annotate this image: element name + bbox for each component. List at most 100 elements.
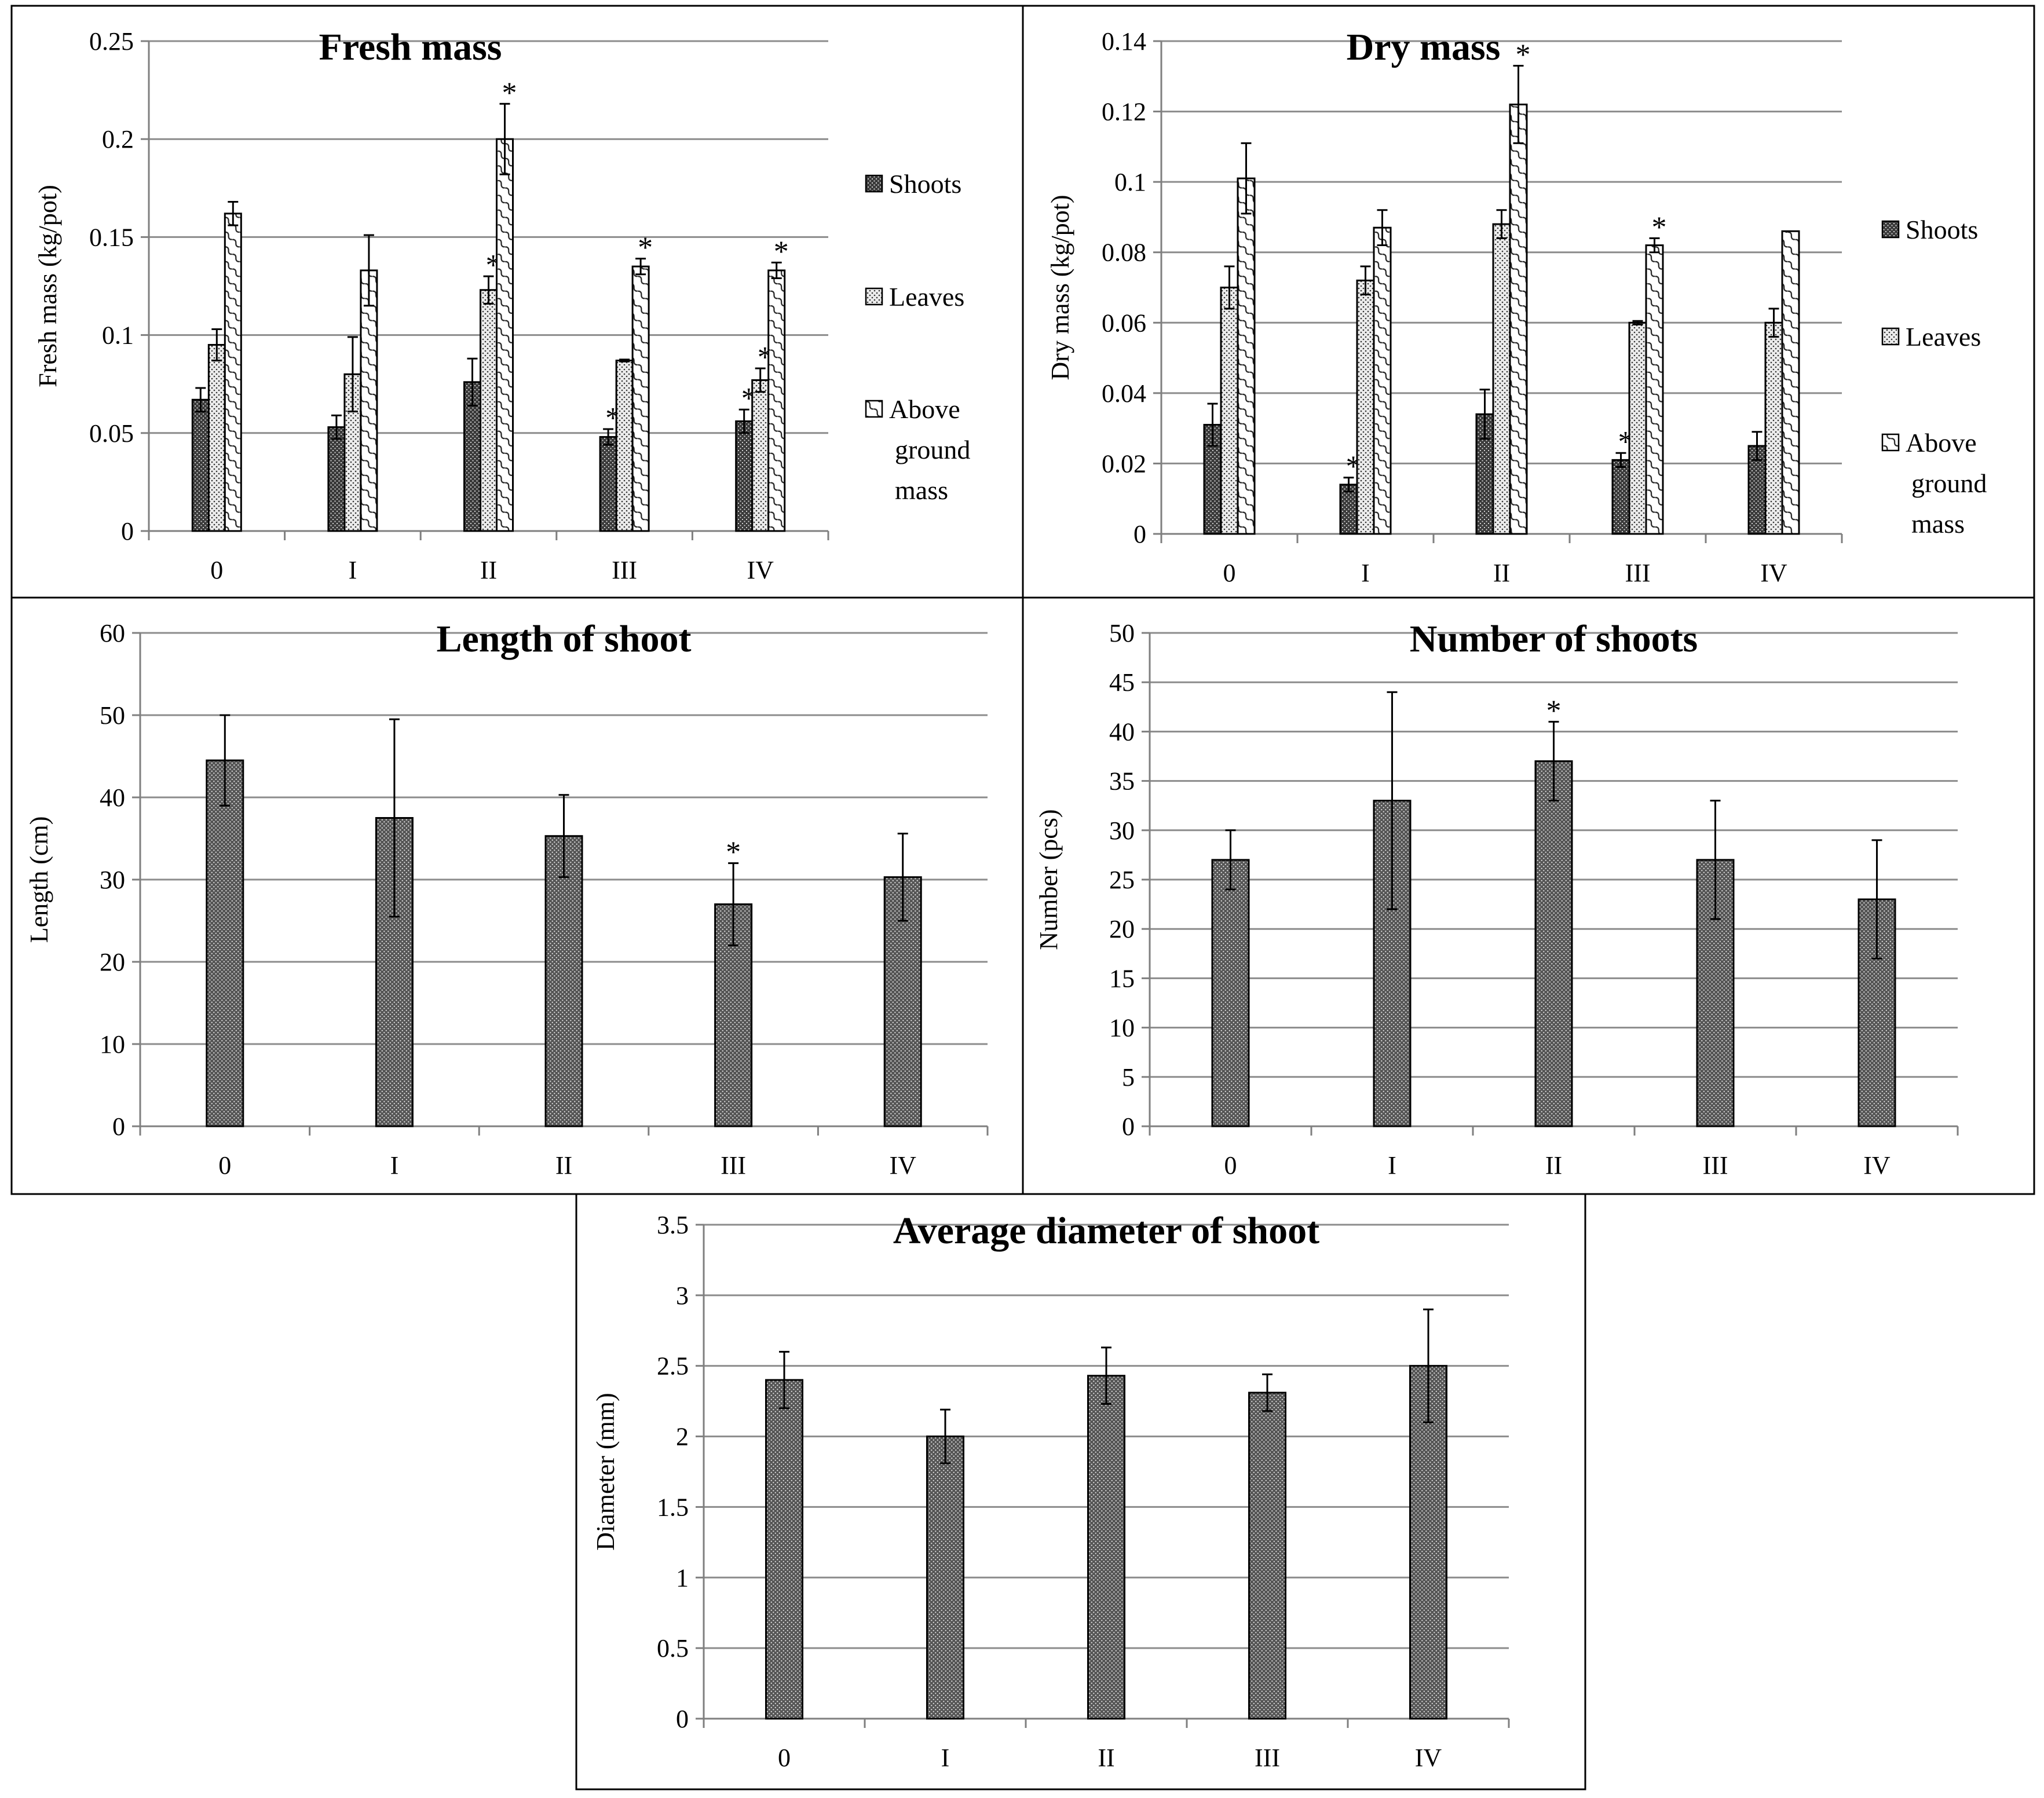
x-category-label: 0 xyxy=(210,556,223,584)
bar-shoots-0 xyxy=(191,398,210,532)
y-tick-label: 0 xyxy=(676,1705,689,1733)
chart-title: Dry mass xyxy=(1347,26,1501,68)
y-tick-label: 0.15 xyxy=(89,223,134,251)
error-bar xyxy=(1496,209,1507,239)
error-bar xyxy=(771,261,782,279)
bar-leaves-0 xyxy=(1220,287,1239,535)
y-tick-label: 2.5 xyxy=(657,1352,689,1380)
error-bar xyxy=(331,414,342,440)
y-tick-label: 35 xyxy=(1109,767,1135,796)
error-bar xyxy=(220,714,231,807)
x-category-label: III xyxy=(1625,559,1651,587)
error-bar xyxy=(1343,477,1354,493)
panel-length-of-shoot xyxy=(10,596,1024,1195)
bar-leaves-II xyxy=(1492,223,1511,535)
legend-label-shoots: Shoots xyxy=(1906,215,1978,244)
y-tick-label: 50 xyxy=(1109,619,1135,647)
bar-dots-0 xyxy=(206,759,244,1127)
x-category-label: III xyxy=(1255,1744,1280,1772)
bar-dots-II xyxy=(1534,760,1573,1127)
y-axis-title: Number (pcs) xyxy=(1034,809,1063,950)
y-tick-label: 3 xyxy=(676,1281,689,1310)
bar-dots-II xyxy=(1087,1375,1125,1720)
chart-title: Number of shoots xyxy=(1410,618,1698,660)
bar-leaves-II xyxy=(480,289,498,532)
y-tick-label: 25 xyxy=(1109,866,1135,894)
legend-swatch-above xyxy=(865,400,883,418)
bar-leaves-IV xyxy=(751,379,770,532)
y-tick-label: 40 xyxy=(100,783,125,812)
y-tick-label: 0.2 xyxy=(102,125,134,153)
significance-marker: * xyxy=(638,232,653,265)
error-bar xyxy=(1377,209,1388,247)
y-tick-label: 5 xyxy=(1122,1063,1135,1092)
x-category-label: IV xyxy=(1863,1151,1891,1180)
y-tick-label: 0.06 xyxy=(1102,309,1146,337)
error-bar xyxy=(755,367,766,393)
error-bar xyxy=(738,408,749,434)
y-tick-label: 50 xyxy=(100,701,125,730)
panel-dry-mass xyxy=(1022,5,2035,599)
legend-label-line: ground xyxy=(1911,468,1987,498)
error-bar xyxy=(1262,1373,1273,1412)
y-tick-label: 3.5 xyxy=(657,1211,689,1239)
error-bar xyxy=(1479,389,1490,440)
y-tick-label: 0.5 xyxy=(657,1634,689,1662)
bar-above-III xyxy=(631,265,650,532)
error-bar xyxy=(1101,1346,1111,1405)
error-bar xyxy=(619,358,630,362)
error-bar xyxy=(779,1350,789,1409)
x-category-label: III xyxy=(612,556,637,584)
error-bar xyxy=(499,102,510,175)
error-bar xyxy=(1615,452,1626,468)
legend-label-line: Shoots xyxy=(1906,215,1978,244)
bar-dots-0 xyxy=(1211,859,1250,1127)
x-category-label: II xyxy=(555,1151,572,1180)
x-category-label: 0 xyxy=(778,1744,791,1772)
bar-above-0 xyxy=(1237,177,1256,535)
bar-shoots-I xyxy=(327,426,346,532)
bar-dots-III xyxy=(1248,1391,1286,1720)
error-bar xyxy=(1207,402,1218,447)
legend-label-line: Above xyxy=(1906,428,1977,457)
y-tick-label: 0.02 xyxy=(1102,449,1146,478)
x-category-label: IV xyxy=(1415,1744,1442,1772)
y-tick-label: 0.12 xyxy=(1102,98,1146,126)
y-tick-label: 15 xyxy=(1109,964,1135,993)
x-category-label: II xyxy=(1098,1744,1114,1772)
error-bar xyxy=(1710,800,1721,920)
bar-leaves-0 xyxy=(207,344,226,532)
bar-dots-I xyxy=(926,1436,964,1720)
legend-label-leaves: Leaves xyxy=(1906,322,1981,351)
legend-swatch-above xyxy=(1881,433,1900,452)
y-axis-title: Fresh mass (kg/pot) xyxy=(34,185,62,387)
x-category-label: 0 xyxy=(1223,559,1236,587)
legend-swatch-leaves xyxy=(1881,327,1900,346)
significance-marker: * xyxy=(1546,694,1562,727)
chart-title: Fresh mass xyxy=(319,26,502,68)
y-tick-label: 0 xyxy=(121,517,134,545)
y-tick-label: 0.05 xyxy=(89,419,134,448)
bar-shoots-IV xyxy=(735,420,754,532)
x-category-label: I xyxy=(349,556,357,584)
bar-dots-II xyxy=(544,835,583,1127)
bar-dots-IV xyxy=(883,876,922,1127)
y-tick-label: 0.25 xyxy=(89,27,134,56)
legend-label-line: Above xyxy=(889,394,960,424)
x-category-label: I xyxy=(1388,1151,1396,1180)
legend-label-line: mass xyxy=(895,475,948,505)
legend-swatch-shoots xyxy=(865,174,883,193)
bar-above-0 xyxy=(224,213,242,532)
bar-dots-0 xyxy=(765,1379,803,1720)
x-category-label: III xyxy=(721,1151,746,1180)
chart-fresh-mass: 00.050.10.150.20.250 I II III IV****** *Fresh… xyxy=(34,26,970,584)
y-tick-label: 0.1 xyxy=(1114,168,1146,196)
x-category-label: III xyxy=(1703,1151,1728,1180)
error-bar xyxy=(728,862,739,947)
bar-above-III xyxy=(1645,244,1664,535)
bar-leaves-III xyxy=(1628,321,1647,535)
error-bar xyxy=(1871,839,1882,960)
bar-shoots-III xyxy=(599,436,617,532)
